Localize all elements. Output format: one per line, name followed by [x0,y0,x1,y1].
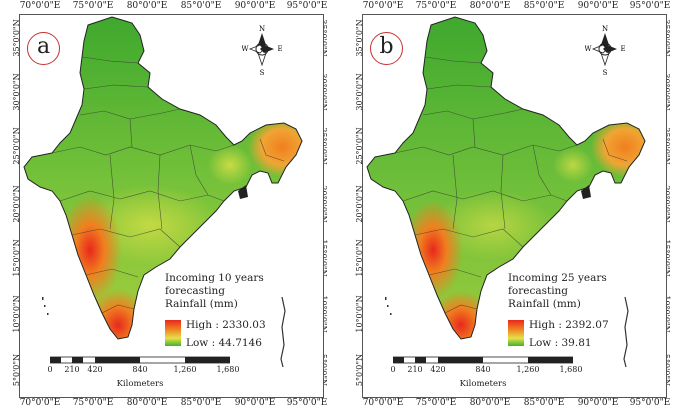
legend-low: Low : 39.81 [529,337,592,349]
delta-marker [581,185,591,199]
legend-title-line2: forecasting [165,285,226,297]
scale-label: 1,260 [173,365,197,374]
state-boundaries [394,56,628,314]
lon-tick: 70°0'0"E [362,398,404,408]
lon-tick: 75°0'0"E [415,398,457,408]
lon-tick: 75°0'0"E [72,398,114,408]
lon-tick: 90°0'0"E [577,1,619,11]
compass-n: N [602,25,608,33]
legend-high: High : 2330.03 [186,319,266,331]
scale-label: 1,680 [216,365,240,374]
compass-s: S [260,69,265,77]
lon-tick: 95°0'0"E [286,398,328,408]
lon-tick: 70°0'0"E [19,398,61,408]
legend-color-ramp [508,320,524,346]
scale-label: 210 [407,365,423,374]
legend-low: Low : 44.7146 [186,337,262,349]
island-markers [42,296,286,368]
legend-title-line1: Incoming 25 years [508,272,607,284]
lon-tick: 95°0'0"E [629,1,671,11]
scale-label: 420 [87,365,103,374]
rainfall-map [23,16,303,368]
lon-tick: 85°0'0"E [180,1,222,11]
legend-title-line1: Incoming 10 years [165,272,264,284]
delta-marker [238,185,248,199]
legend-high: High : 2392.07 [529,319,609,331]
compass-e: E [620,45,625,53]
scale-label: 840 [132,365,148,374]
lon-tick: 80°0'0"E [469,398,511,408]
scale-label: 210 [64,365,80,374]
legend-title-line2: forecasting [508,285,569,297]
lon-tick: 95°0'0"E [286,1,328,11]
lon-tick: 80°0'0"E [126,398,168,408]
lon-tick: 85°0'0"E [523,1,565,11]
compass-e: E [277,45,282,53]
panel-label: a [27,32,60,65]
compass-s: S [603,69,608,77]
legend-color-ramp [165,320,181,346]
scale-unit: Kilometers [459,379,507,389]
scale-bar: 0 210 420 840 1,260 1,680 Kilometers [390,355,582,391]
north-arrow-icon: N S W E [242,25,282,77]
lon-tick: 80°0'0"E [469,1,511,11]
lon-tick: 90°0'0"E [234,1,276,11]
scale-label: 840 [475,365,491,374]
compass-n: N [259,25,265,33]
scale-label: 0 [390,365,396,374]
map-panel-a: 70°0'0"E 75°0'0"E 80°0'0"E 85°0'0"E 90°0… [0,0,342,409]
scale-bar: 0 210 420 840 1,260 1,680 Kilometers [47,355,239,391]
compass-w: W [242,45,249,53]
map-legend: Incoming 10 years forecasting Rainfall (… [165,272,305,349]
lon-tick: 70°0'0"E [362,1,404,11]
state-boundaries [51,56,285,314]
lon-tick: 75°0'0"E [72,1,114,11]
scale-unit: Kilometers [116,379,164,389]
map-frame: b N S W E Incoming 25 years forecasting … [362,14,667,398]
scale-label: 1,260 [516,365,540,374]
panel-label: b [370,32,403,65]
compass-w: W [585,45,592,53]
rainfall-map [366,16,646,368]
lon-tick: 95°0'0"E [629,398,671,408]
lon-tick: 90°0'0"E [234,398,276,408]
north-arrow-icon: N S W E [585,25,625,77]
scale-label: 1,680 [559,365,583,374]
map-legend: Incoming 25 years forecasting Rainfall (… [508,272,648,349]
lon-tick: 85°0'0"E [180,398,222,408]
lon-tick: 90°0'0"E [577,398,619,408]
lon-tick: 70°0'0"E [19,1,61,11]
legend-title-line3: Rainfall (mm) [508,298,581,310]
map-panel-b: 70°0'0"E 75°0'0"E 80°0'0"E 85°0'0"E 90°0… [343,0,685,409]
scale-label: 420 [430,365,446,374]
legend-title-line3: Rainfall (mm) [165,298,238,310]
island-markers [385,296,629,368]
lon-tick: 75°0'0"E [415,1,457,11]
lon-tick: 85°0'0"E [523,398,565,408]
lon-tick: 80°0'0"E [126,1,168,11]
scale-label: 0 [47,365,53,374]
map-frame: a N S W E Incoming 10 years forecasting … [19,14,324,398]
